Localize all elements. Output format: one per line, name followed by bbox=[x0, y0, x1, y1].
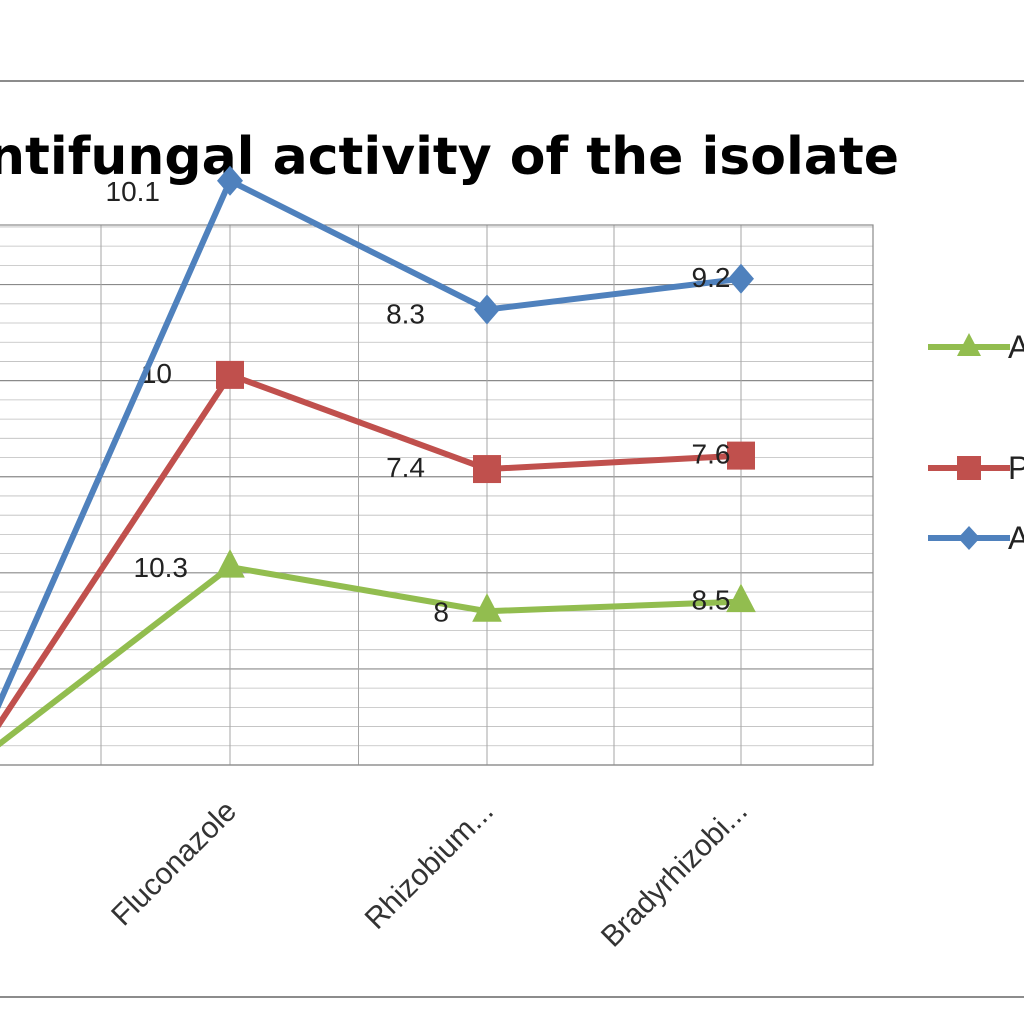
chart-area-border bbox=[0, 80, 1024, 998]
chart-title: ntifungal activity of the isolate bbox=[0, 127, 899, 187]
legend-item: P bbox=[928, 450, 1024, 486]
data-label: 10.3 bbox=[134, 552, 189, 583]
data-point-diamond-icon bbox=[217, 165, 243, 196]
data-point-diamond-icon bbox=[728, 263, 754, 294]
series-2: 107.4 7.6 bbox=[0, 358, 755, 729]
plot-area-border bbox=[0, 224, 874, 766]
data-label: 8.3 bbox=[386, 299, 425, 330]
data-label: 8.5 bbox=[692, 585, 731, 616]
legend-label: A bbox=[1008, 520, 1024, 556]
data-label: 8 bbox=[433, 596, 449, 627]
data-point-square-icon bbox=[727, 441, 755, 470]
legend-diamond-icon bbox=[958, 526, 980, 550]
series-line bbox=[0, 564, 742, 748]
data-point-triangle-icon bbox=[472, 593, 502, 622]
legend: APA bbox=[928, 329, 1024, 556]
data-label: 7.6 bbox=[692, 439, 731, 470]
data-label: 10.1 bbox=[106, 176, 161, 207]
series-line bbox=[0, 371, 742, 729]
legend-triangle-icon bbox=[957, 333, 981, 356]
series-line bbox=[0, 177, 742, 710]
data-point-triangle-icon bbox=[726, 583, 756, 613]
plot-area bbox=[0, 224, 874, 766]
legend-label: P bbox=[1008, 450, 1024, 486]
legend-label: A bbox=[1008, 329, 1024, 365]
data-label: 9.2 bbox=[692, 262, 731, 293]
legend-square-icon bbox=[957, 456, 981, 480]
series-3: 10.1 8.3 9.2 bbox=[0, 165, 754, 710]
data-point-square-icon bbox=[216, 360, 244, 389]
data-point-triangle-icon bbox=[215, 548, 245, 578]
legend-item: A bbox=[928, 520, 1024, 556]
data-point-diamond-icon bbox=[474, 294, 500, 325]
data-label: 7.4 bbox=[386, 452, 425, 483]
series-1: 10.3 8 8.5 bbox=[0, 548, 756, 748]
legend-item: A bbox=[928, 329, 1024, 365]
data-point-square-icon bbox=[473, 455, 501, 484]
